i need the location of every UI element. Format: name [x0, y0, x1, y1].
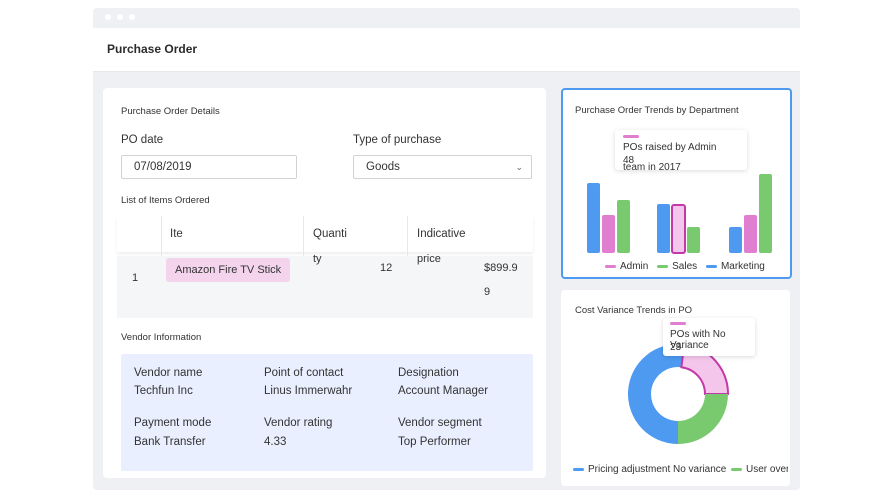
vendor-rating-value: 4.33: [264, 436, 287, 448]
vendor-rating-label: Vendor rating: [264, 417, 333, 429]
dept-trends-card[interactable]: Purchase Order Trends by Department POs …: [561, 88, 792, 279]
bar-sales-0[interactable]: [617, 200, 630, 253]
item-name-pill[interactable]: Amazon Fire TV Stick: [166, 258, 291, 282]
items-section-title: List of Items Ordered: [121, 195, 210, 206]
chevron-down-icon: ⌄: [515, 162, 523, 172]
donut-chart: [628, 343, 730, 444]
item-quantity: 12: [380, 262, 393, 274]
bar-marketing-1[interactable]: [657, 204, 670, 253]
point-of-contact-value: Linus Immerwahr: [264, 385, 353, 397]
cost-variance-card[interactable]: Cost Variance Trends in PO POs with No V…: [561, 290, 790, 486]
row-number: 1: [132, 272, 139, 284]
legend-item-sales[interactable]: Sales: [657, 261, 697, 272]
po-date-label: PO date: [121, 134, 164, 146]
bar-admin-2[interactable]: [744, 215, 757, 253]
bar-sales-1[interactable]: [687, 227, 700, 253]
donut-tooltip-value: 23: [670, 342, 682, 353]
po-date-input[interactable]: 07/08/2019: [121, 155, 297, 179]
vendor-info-box: Vendor name Techfun Inc Point of contact…: [121, 354, 533, 471]
window-titlebar: [93, 8, 800, 28]
type-of-purchase-label: Type of purchase: [353, 134, 442, 146]
window-dot-icon[interactable]: [129, 14, 135, 20]
bar-chart: [587, 174, 772, 254]
page-title: Purchase Order: [107, 42, 198, 56]
tooltip-swatch: [670, 322, 686, 325]
designation-value: Account Manager: [398, 385, 489, 397]
legend-item-no-variance[interactable]: No variance: [673, 464, 727, 475]
donut-slice-pricing-adjustment[interactable]: [628, 344, 685, 444]
column-header-quantity[interactable]: Quanti: [313, 228, 347, 240]
po-form-panel: Purchase Order Details PO date 07/08/201…: [103, 88, 546, 478]
legend-item-user-override[interactable]: User override: [731, 464, 788, 475]
tooltip-value: 48: [623, 155, 635, 166]
vendor-name-label: Vendor name: [134, 367, 203, 379]
payment-mode-value: Bank Transfer: [134, 436, 206, 448]
donut-slice-user-override[interactable]: [678, 394, 728, 444]
vendor-section-title: Vendor Information: [121, 332, 202, 343]
donut-tooltip: POs with No Variance 23: [663, 318, 755, 356]
bar-marketing-0[interactable]: [587, 183, 600, 253]
designation-label: Designation: [398, 367, 459, 379]
vendor-segment-label: Vendor segment: [398, 417, 482, 429]
window-dot-icon[interactable]: [105, 14, 111, 20]
type-of-purchase-select[interactable]: Goods ⌄: [353, 155, 532, 179]
donut-tooltip-text: POs with No Variance: [670, 329, 726, 351]
column-header-item[interactable]: Ite: [170, 228, 183, 240]
type-of-purchase-value: Goods: [366, 161, 400, 173]
item-price-line1: $899.9: [484, 262, 518, 274]
point-of-contact-label: Point of contact: [264, 367, 344, 379]
payment-mode-label: Payment mode: [134, 417, 212, 429]
po-date-value: 07/08/2019: [134, 161, 192, 173]
bar-tooltip: POs raised by Admin 48 team in 2017: [615, 130, 747, 173]
page-header: Purchase Order: [93, 28, 800, 72]
app-window: Purchase Order Purchase Order Details PO…: [93, 8, 800, 490]
item-price-line2: 9: [484, 286, 491, 298]
tooltip-text-line2: team in 2017: [623, 162, 681, 173]
bar-legend: Admin Sales Marketing: [605, 261, 771, 272]
bar-admin-1[interactable]: [671, 204, 686, 254]
legend-item-marketing[interactable]: Marketing: [705, 261, 765, 272]
column-header-indicative[interactable]: Indicative: [417, 228, 466, 240]
bar-chart-title: Purchase Order Trends by Department: [575, 105, 739, 116]
tooltip-swatch: [623, 135, 639, 138]
tooltip-text-line1: POs raised by Admin: [623, 142, 717, 153]
bar-sales-2[interactable]: [759, 174, 772, 253]
donut-chart-title: Cost Variance Trends in PO: [575, 305, 693, 316]
quantity-header-overflow: ty: [313, 253, 322, 265]
vendor-segment-value: Top Performer: [398, 436, 471, 448]
legend-item-pricing[interactable]: Pricing adjustment: [573, 464, 673, 475]
indicative-header-overflow: price: [417, 253, 441, 265]
vendor-name-value: Techfun Inc: [134, 385, 193, 397]
details-section-title: Purchase Order Details: [121, 106, 220, 117]
bar-marketing-2[interactable]: [729, 227, 742, 253]
window-dot-icon[interactable]: [117, 14, 123, 20]
legend-item-admin[interactable]: Admin: [605, 261, 648, 272]
items-table: Ite Quanti Indicative ty price 1 Amazon …: [117, 216, 533, 318]
bar-admin-0[interactable]: [602, 215, 615, 253]
